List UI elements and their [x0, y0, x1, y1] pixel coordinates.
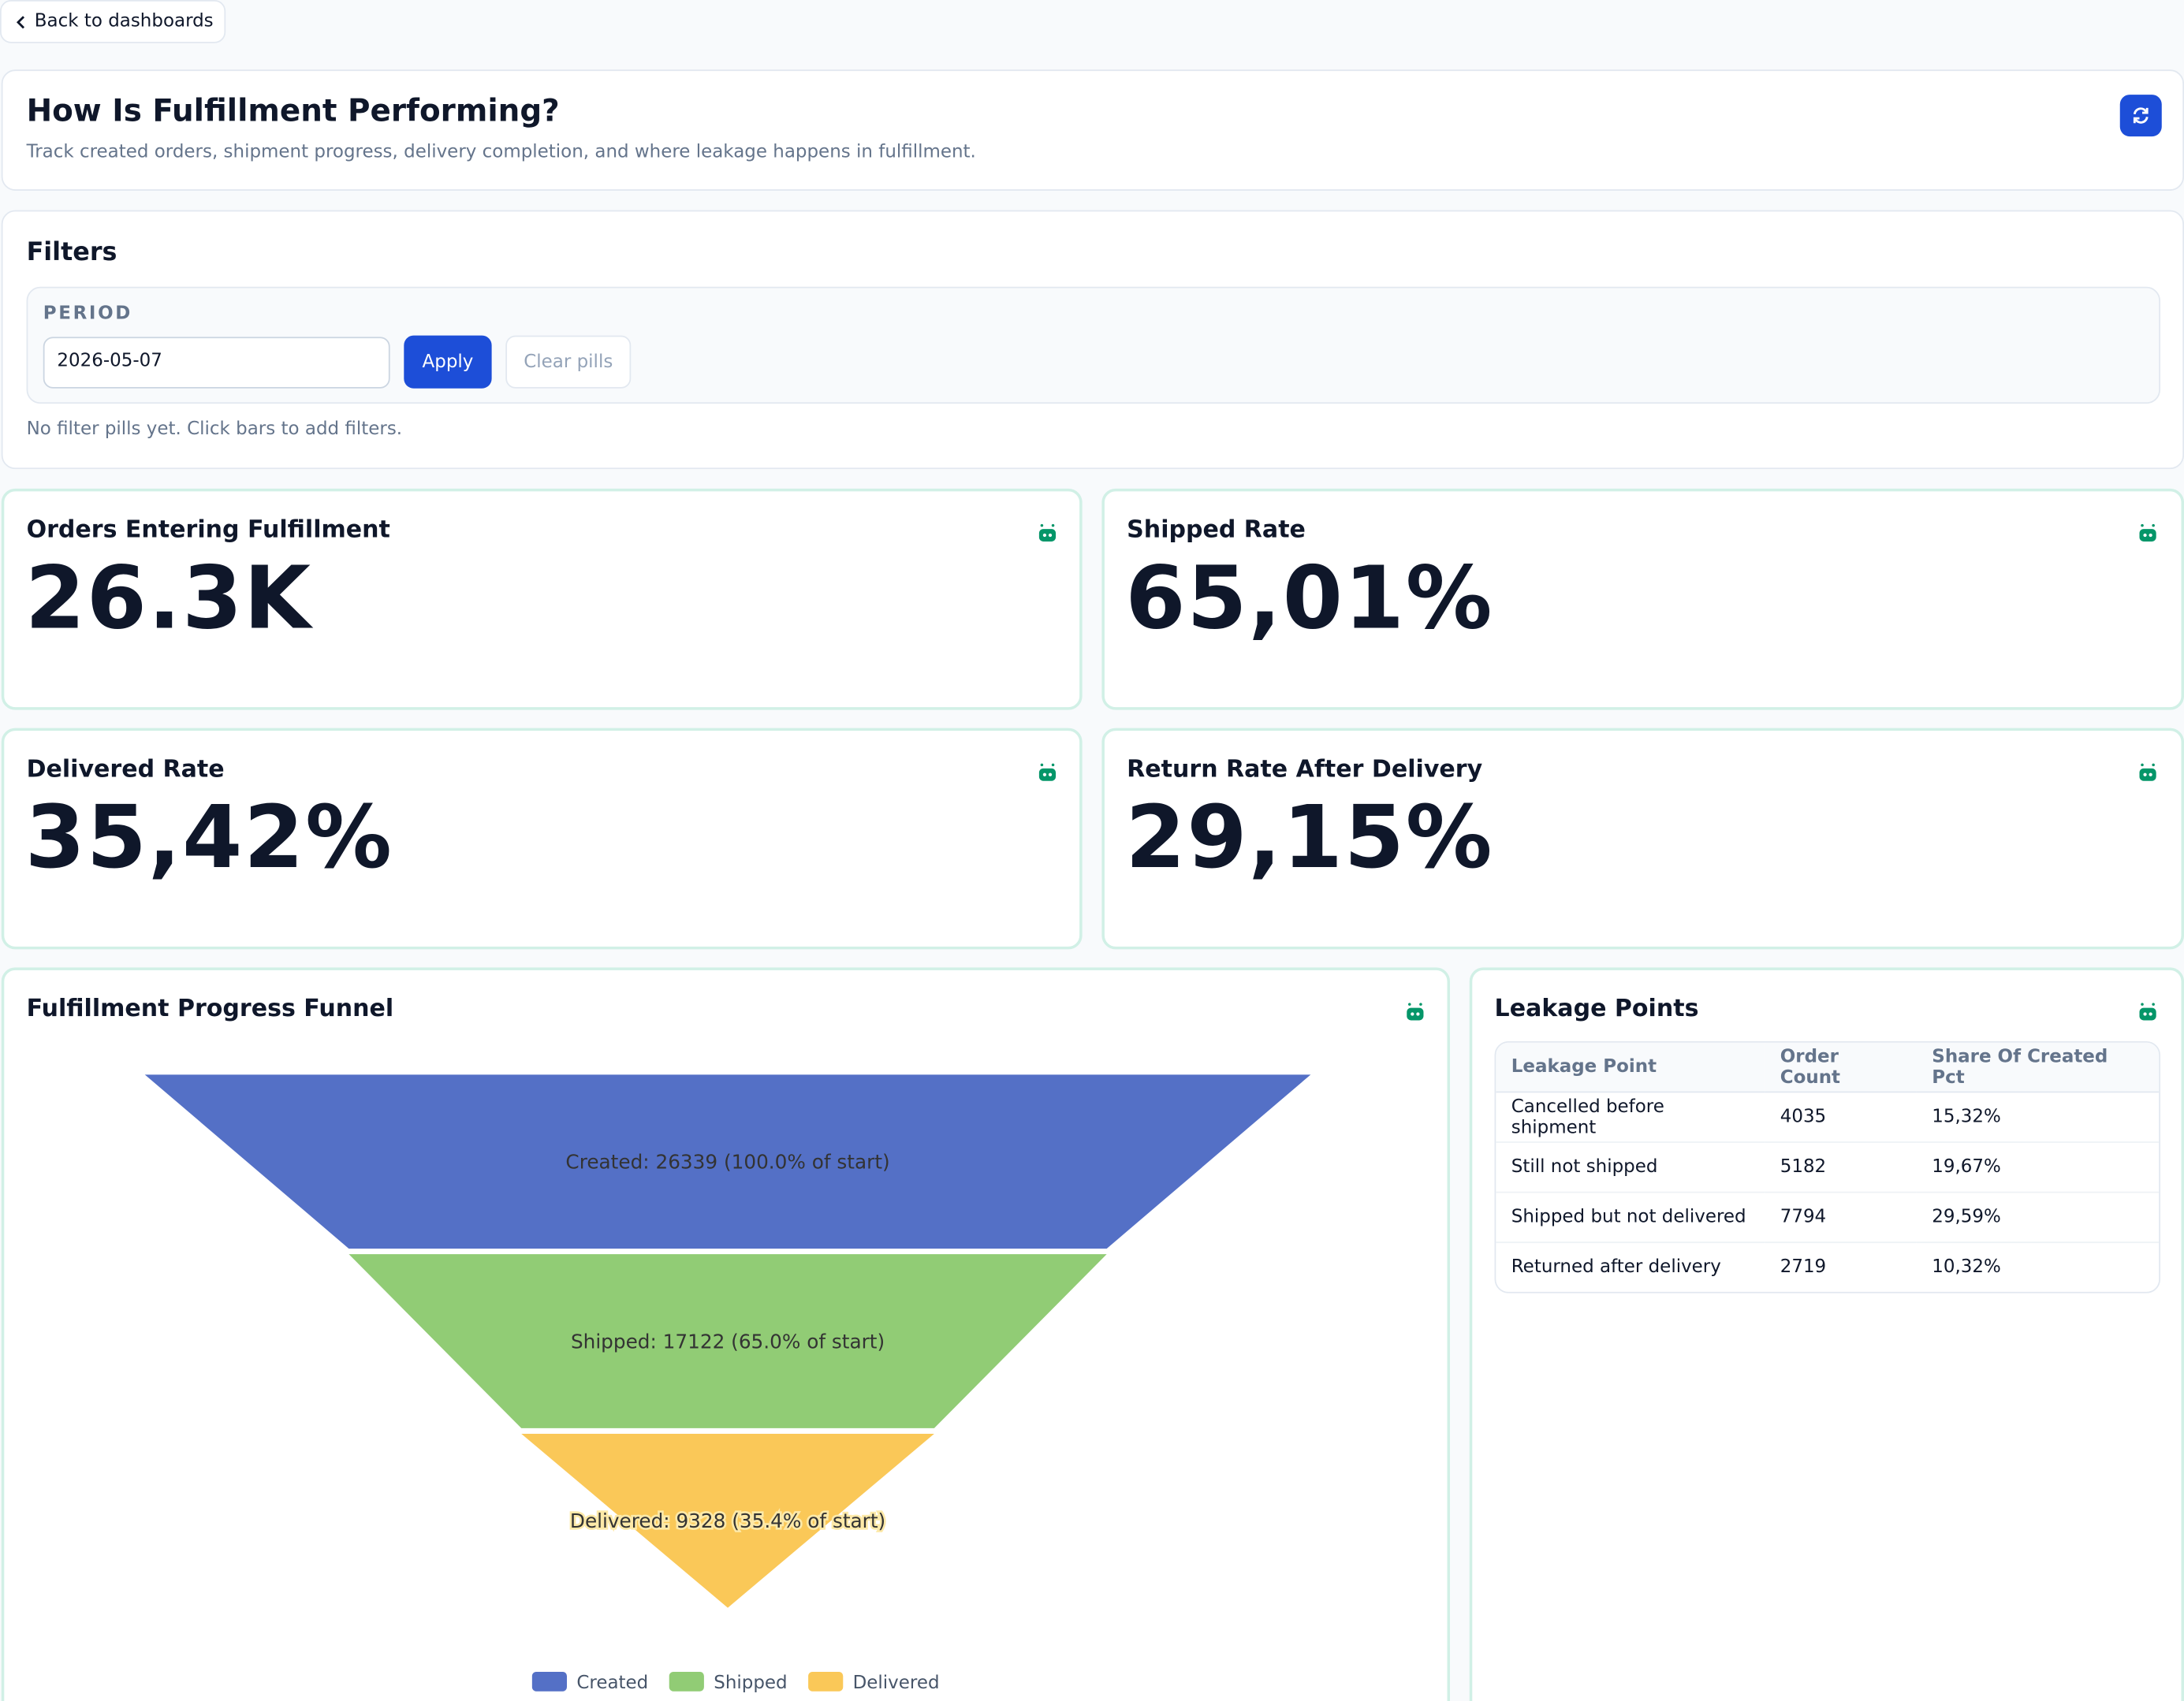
segment-label: Delivered: 9328 (35.4% of start) [570, 1509, 885, 1532]
kpi-card: Delivered Rate 35,42% [1, 728, 1083, 950]
funnel-segment [144, 1074, 1311, 1249]
filters-title: Filters [26, 237, 117, 268]
page-title: How Is Fulfillment Performing? [26, 95, 560, 130]
refresh-icon [2133, 107, 2149, 124]
ai-icon[interactable] [2137, 761, 2159, 784]
table-cell: Returned after delivery [1511, 1256, 1721, 1279]
legend-label: Delivered [853, 1673, 940, 1693]
table-cell: 7794 [1765, 1192, 1917, 1244]
refresh-button[interactable] [2119, 95, 2162, 137]
chart-title: Fulfillment Progress Funnel [26, 995, 394, 1024]
segment-label: Created: 26339 (100.0% of start) [565, 1151, 889, 1174]
back-button[interactable]: Back to dashboards [0, 0, 226, 43]
kpi-title: Return Rate After Delivery [1127, 755, 1483, 784]
funnel-chart: Created: 26339 (100.0% of start) Shipped:… [144, 1074, 1311, 1693]
kpi-value: 35,42% [24, 786, 393, 888]
kpi-title: Orders Entering Fulfillment [26, 516, 390, 545]
kpi-card: Orders Entering Fulfillment 26.3K [1, 488, 1083, 710]
table-cell: 10,32% [1932, 1256, 2001, 1279]
filter-box: PERIOD 2026-05-07 Apply Clear pills [26, 286, 2160, 404]
apply-button[interactable]: Apply [404, 335, 492, 389]
table-cell: Shipped but not delivered [1496, 1192, 1765, 1244]
filters-card: Filters PERIOD 2026-05-07 Apply Clear pi… [1, 210, 2184, 470]
table-cell: 4035 [1765, 1092, 1917, 1143]
funnel-segment [348, 1254, 1107, 1428]
legend-label: Shipped [714, 1673, 787, 1693]
filter-note: No filter pills yet. Click bars to add f… [26, 419, 403, 441]
clear-button[interactable]: Clear pills [505, 335, 632, 389]
legend-swatch [808, 1671, 844, 1692]
period-label: PERIOD [43, 303, 133, 325]
period-input[interactable]: 2026-05-07 [43, 337, 390, 389]
legend-swatch [531, 1671, 568, 1692]
table-card: Leakage Points Leakage Point Order Count… [1469, 967, 2184, 1701]
table-cell: 15,32% [1916, 1092, 2160, 1143]
kpi-value: 26.3K [24, 547, 312, 649]
funnel-segment [521, 1433, 934, 1608]
column-header: Order Count [1765, 1042, 1917, 1093]
table-row: Cancelled before shipment 4035 15,32% [1496, 1092, 2160, 1143]
header-card: How Is Fulfillment Performing? Track cre… [1, 69, 2184, 191]
table-cell: 2719 [1780, 1256, 1827, 1279]
ai-icon[interactable] [1036, 522, 1058, 544]
table-cell: 29,59% [1916, 1192, 2160, 1244]
table-frame: Leakage Point Order Count Share Of Creat… [1494, 1040, 2160, 1293]
segment-label: Shipped: 17122 (65.0% of start) [571, 1330, 885, 1353]
legend-swatch [669, 1671, 704, 1692]
kpi-value: 65,01% [1125, 547, 1494, 649]
table-cell: 19,67% [1916, 1142, 2160, 1193]
table-row: Still not shipped 5182 19,67% [1496, 1142, 2160, 1193]
ai-icon[interactable] [2137, 522, 2159, 544]
ai-icon[interactable] [1036, 761, 1058, 784]
table-row: Returned after delivery 2719 10,32% [1496, 1242, 2159, 1292]
kpi-title: Delivered Rate [26, 755, 225, 784]
column-header: Leakage Point [1496, 1042, 1765, 1093]
ai-icon[interactable] [2137, 1001, 2159, 1023]
kpi-card: Shipped Rate 65,01% [1101, 488, 2184, 710]
leakage-table: Leakage Point Order Count Share Of Creat… [1496, 1042, 2160, 1292]
legend-label: Created [576, 1673, 648, 1693]
page-subtitle: Track created orders, shipment progress,… [26, 142, 976, 163]
table-cell: Cancelled before shipment [1496, 1092, 1765, 1143]
funnel-card: Fulfillment Progress Funnel Created: 263… [1, 967, 1451, 1701]
table-cell: Still not shipped [1496, 1142, 1765, 1193]
kpi-value: 29,15% [1125, 786, 1494, 888]
chevron-icon [16, 15, 24, 28]
back-label: Back to dashboards [34, 11, 214, 32]
table-body: Cancelled before shipment 4035 15,32% Still… [1496, 1092, 2160, 1292]
kpi-card: Return Rate After Delivery 29,15% [1101, 728, 2184, 950]
table-cell: 5182 [1765, 1142, 1917, 1193]
header-row: Leakage Point Order Count Share Of Creat… [1496, 1042, 2160, 1093]
kpi-title: Shipped Rate [1127, 516, 1306, 545]
table-title: Leakage Points [1494, 995, 1699, 1024]
table-row: Shipped but not delivered 7794 29,59% [1496, 1192, 2160, 1244]
column-header: Share Of Created Pct [1916, 1042, 2160, 1093]
